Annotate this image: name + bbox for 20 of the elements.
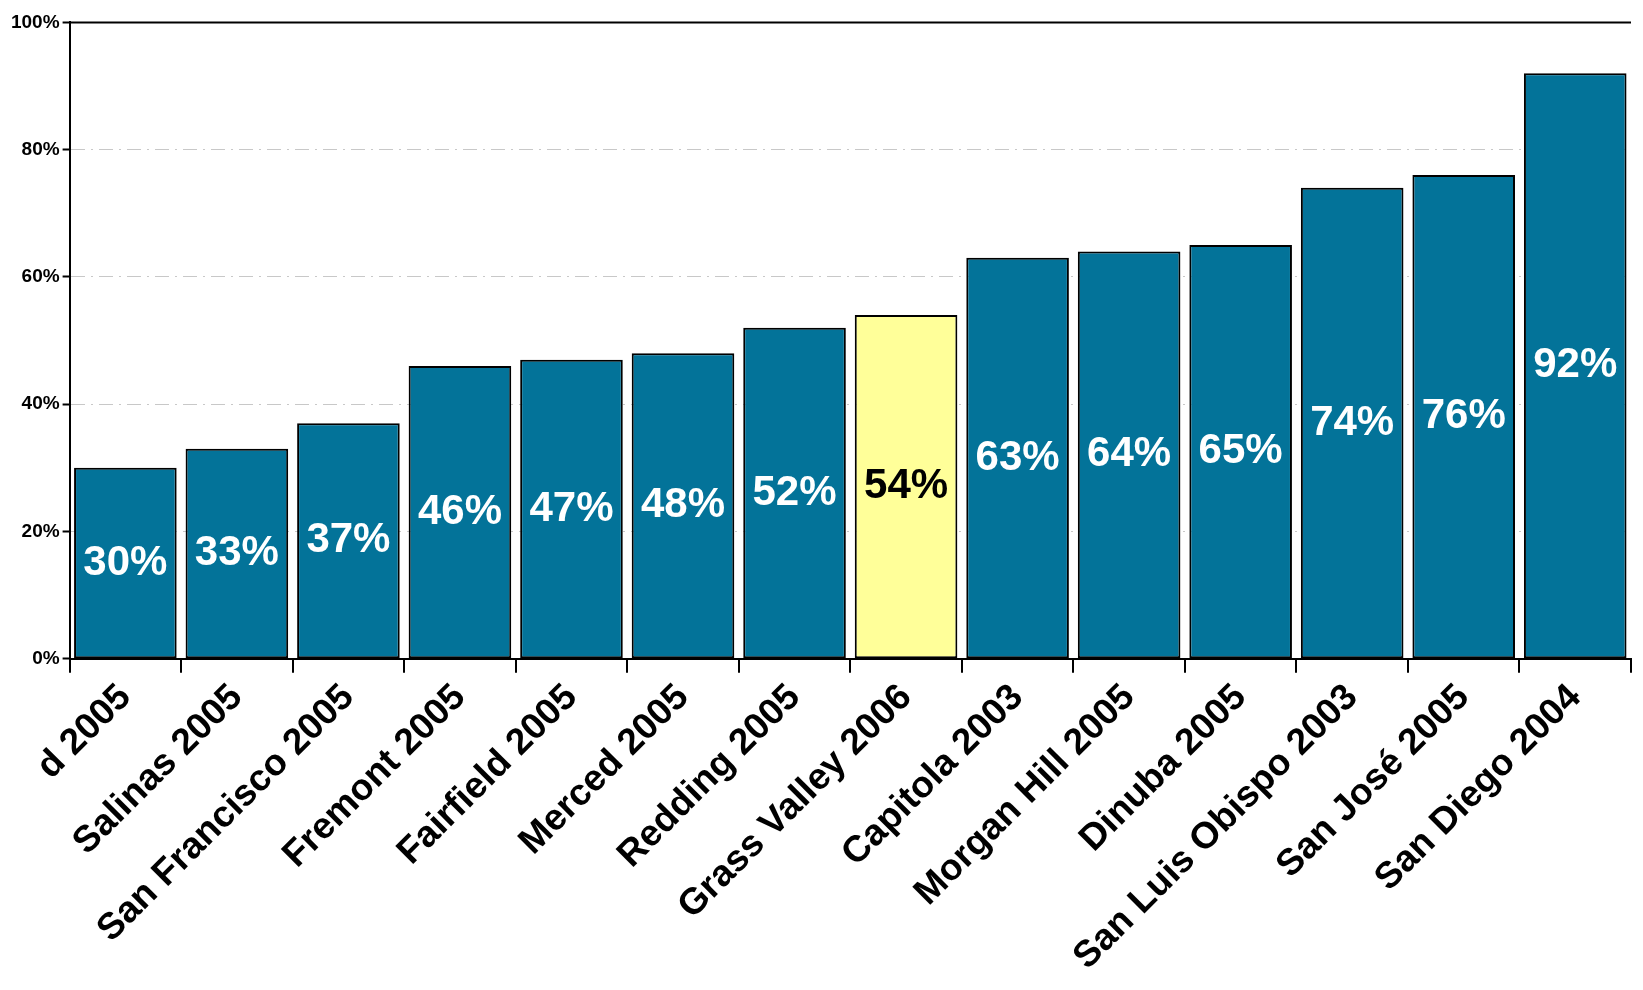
data-label: 92%: [1533, 339, 1618, 387]
y-tick-label: 60%: [21, 265, 60, 287]
y-tick-label: 80%: [21, 137, 60, 159]
data-label: 54%: [864, 460, 949, 508]
data-label: 47%: [529, 482, 614, 530]
y-tick-label: 40%: [21, 392, 60, 414]
data-label: 65%: [1198, 425, 1283, 473]
data-label: 48%: [640, 479, 726, 527]
data-label: 46%: [417, 485, 502, 533]
data-label: 37%: [306, 514, 391, 562]
data-label: 30%: [83, 536, 168, 584]
data-label: 52%: [752, 466, 837, 514]
data-label: 63%: [975, 431, 1060, 479]
y-tick-label: 0%: [32, 646, 60, 668]
y-tick-label: 100%: [10, 10, 60, 32]
y-tick-label: 20%: [21, 519, 60, 541]
data-label: 64%: [1087, 428, 1172, 476]
data-label: 74%: [1310, 396, 1395, 444]
data-label: 76%: [1421, 390, 1506, 438]
data-label: 33%: [194, 527, 279, 575]
